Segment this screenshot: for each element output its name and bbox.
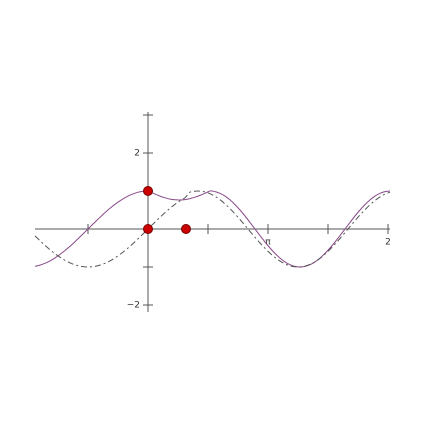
- point[interactable]: [143, 224, 153, 234]
- tick-label: −2: [127, 301, 140, 311]
- tick-label: 2: [385, 238, 391, 248]
- axes: [35, 112, 390, 312]
- dashed-curve: [34, 190, 391, 268]
- point[interactable]: [143, 186, 153, 196]
- tick-label: 2: [134, 149, 140, 159]
- point[interactable]: [181, 224, 191, 234]
- solid-curve: [34, 190, 391, 268]
- tick-label: π: [265, 238, 271, 248]
